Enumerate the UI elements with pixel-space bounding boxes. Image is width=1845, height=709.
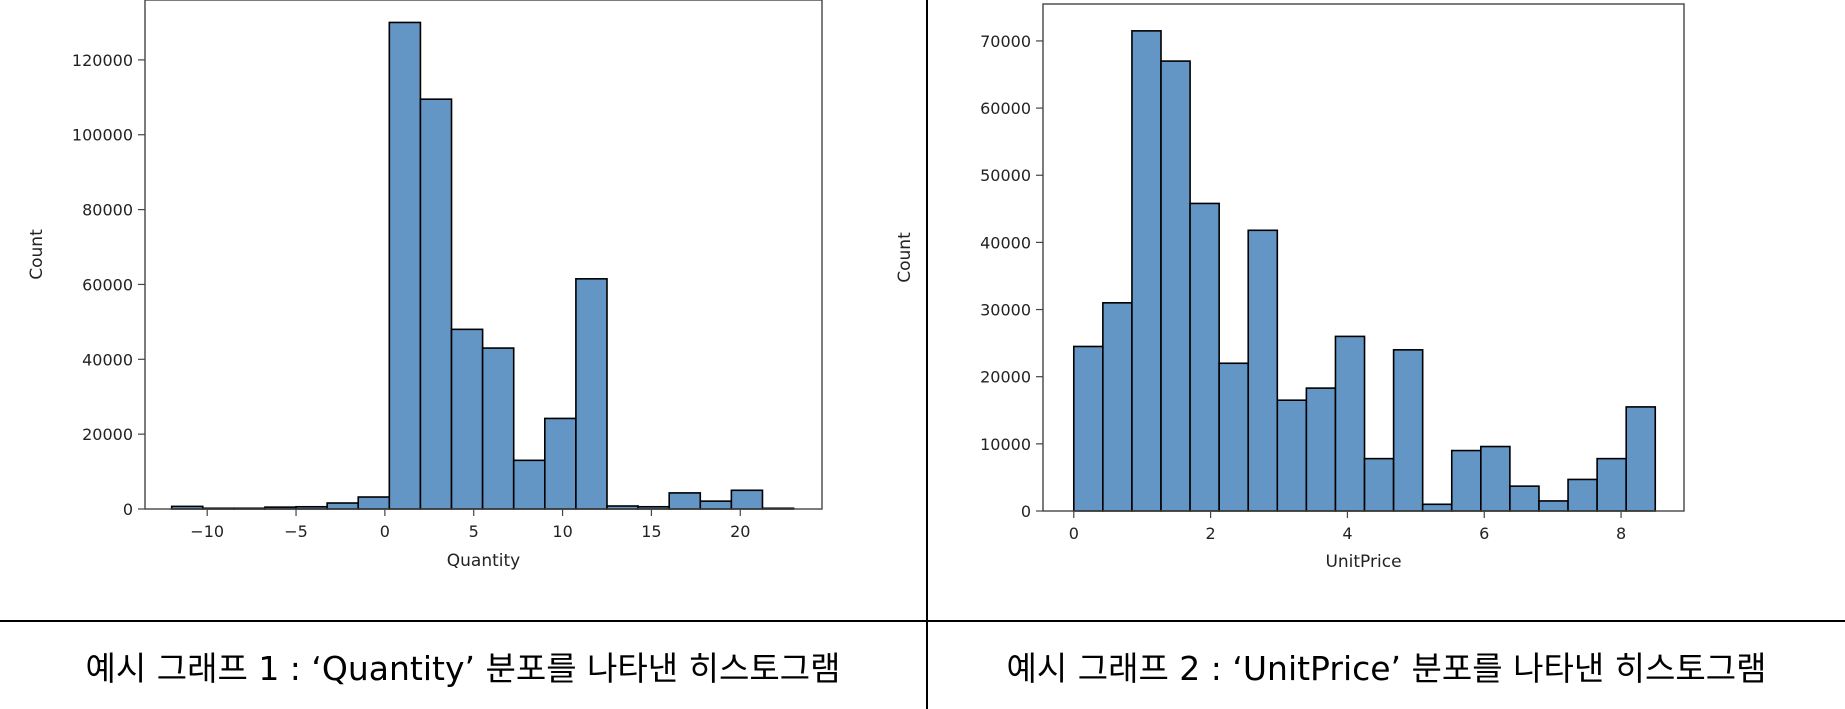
- histogram-bar: [1480, 445, 1511, 512]
- plot-frame: [1042, 3, 1685, 512]
- y-tick-label: 10000: [980, 435, 1031, 454]
- histogram-bar: [450, 328, 484, 510]
- histogram-bar: [1305, 387, 1337, 512]
- histogram-bar: [419, 98, 453, 510]
- x-tick-label: 2: [1206, 524, 1216, 543]
- histogram-bar: [357, 496, 391, 510]
- unitprice-histogram: 0 2 4 6 8 0 10000 20000 30000 40000 50000 60000 7000…: [895, 3, 1685, 572]
- caption-quantity: 예시 그래프 1 : ‘Quantity’ 분포를 나타낸 히스토그램: [85, 648, 841, 688]
- y-tick-label: 0: [123, 500, 133, 519]
- histogram-bar: [326, 502, 360, 510]
- y-tick-label: 40000: [82, 350, 133, 369]
- y-tick-label: 100000: [72, 126, 133, 145]
- y-axis-label: Count: [27, 229, 47, 280]
- y-tick-label: 120000: [72, 51, 133, 70]
- histogram-bar: [730, 489, 764, 510]
- x-axis-label: UnitPrice: [1325, 552, 1401, 572]
- x-tick-label: 20: [730, 522, 750, 541]
- histogram-bar: [1189, 202, 1220, 512]
- x-tick-label: 10: [552, 522, 572, 541]
- histogram-bar: [1509, 485, 1540, 512]
- histogram-bar: [1276, 399, 1308, 512]
- histogram-bar: [1363, 457, 1395, 512]
- histogram-bar: [1450, 449, 1482, 512]
- histogram-bar: [512, 459, 546, 510]
- histogram-bar: [1538, 500, 1569, 512]
- x-axis-label: Quantity: [447, 551, 520, 571]
- quantity-histogram: −10 −5 0 5 10 15 20 0 20000 40000 60000 80000 100000…: [27, 0, 823, 571]
- histogram-bar: [1392, 349, 1424, 512]
- x-tick-label: −5: [284, 522, 308, 541]
- histogram-bar: [575, 278, 608, 510]
- histogram-bar: [1218, 362, 1250, 512]
- y-axis-label: Count: [895, 232, 915, 283]
- histogram-bar: [1160, 60, 1191, 512]
- y-tick-label: 60000: [980, 99, 1031, 118]
- histogram-bar: [481, 347, 515, 510]
- table-divider-vertical: [926, 0, 928, 709]
- histogram-bar: [1334, 335, 1366, 512]
- y-tick-label: 70000: [980, 32, 1031, 51]
- histogram-bar: [1102, 302, 1133, 512]
- y-tick-label: 30000: [980, 301, 1031, 320]
- caption-unitprice: 예시 그래프 2 : ‘UnitPrice’ 분포를 나타낸 히스토그램: [1006, 648, 1767, 688]
- x-tick-label: 6: [1479, 524, 1489, 543]
- bars: [170, 21, 795, 510]
- histogram-bar: [1625, 406, 1657, 512]
- y-tick-label: 60000: [82, 275, 133, 294]
- x-tick-label: −10: [190, 522, 224, 541]
- x-tick-label: 8: [1616, 524, 1626, 543]
- x-tick-label: 15: [641, 522, 661, 541]
- histogram-bar: [1131, 30, 1162, 512]
- x-tick-label: 0: [380, 522, 390, 541]
- chart-cell-quantity: −10 −5 0 5 10 15 20 0 20000 40000 60000 80000 100000…: [0, 0, 926, 620]
- y-tick-label: 40000: [980, 233, 1031, 252]
- y-tick-label: 80000: [82, 201, 133, 220]
- histogram-bar: [1421, 503, 1453, 512]
- y-tick-label: 50000: [980, 166, 1031, 185]
- plot-frame: [144, 0, 823, 510]
- histogram-bar: [1596, 457, 1627, 512]
- bars: [1072, 30, 1657, 512]
- y-tick-label: 0: [1021, 502, 1031, 521]
- x-tick-label: 4: [1342, 524, 1352, 543]
- chart-cell-unitprice: 0 2 4 6 8 0 10000 20000 30000 40000 50000 60000 7000…: [895, 0, 1845, 620]
- histogram-bar: [1567, 478, 1598, 512]
- histogram-bar: [544, 417, 577, 510]
- histogram-bar: [699, 500, 733, 510]
- table-divider-horizontal: [0, 620, 1845, 622]
- histogram-bar: [668, 492, 702, 510]
- y-tick-label: 20000: [82, 425, 133, 444]
- histogram-bar: [1072, 345, 1104, 512]
- histogram-bar: [388, 21, 422, 510]
- x-tick-label: 5: [469, 522, 479, 541]
- x-tick-label: 0: [1069, 524, 1079, 543]
- y-tick-label: 20000: [980, 368, 1031, 387]
- histogram-bar: [1247, 229, 1279, 512]
